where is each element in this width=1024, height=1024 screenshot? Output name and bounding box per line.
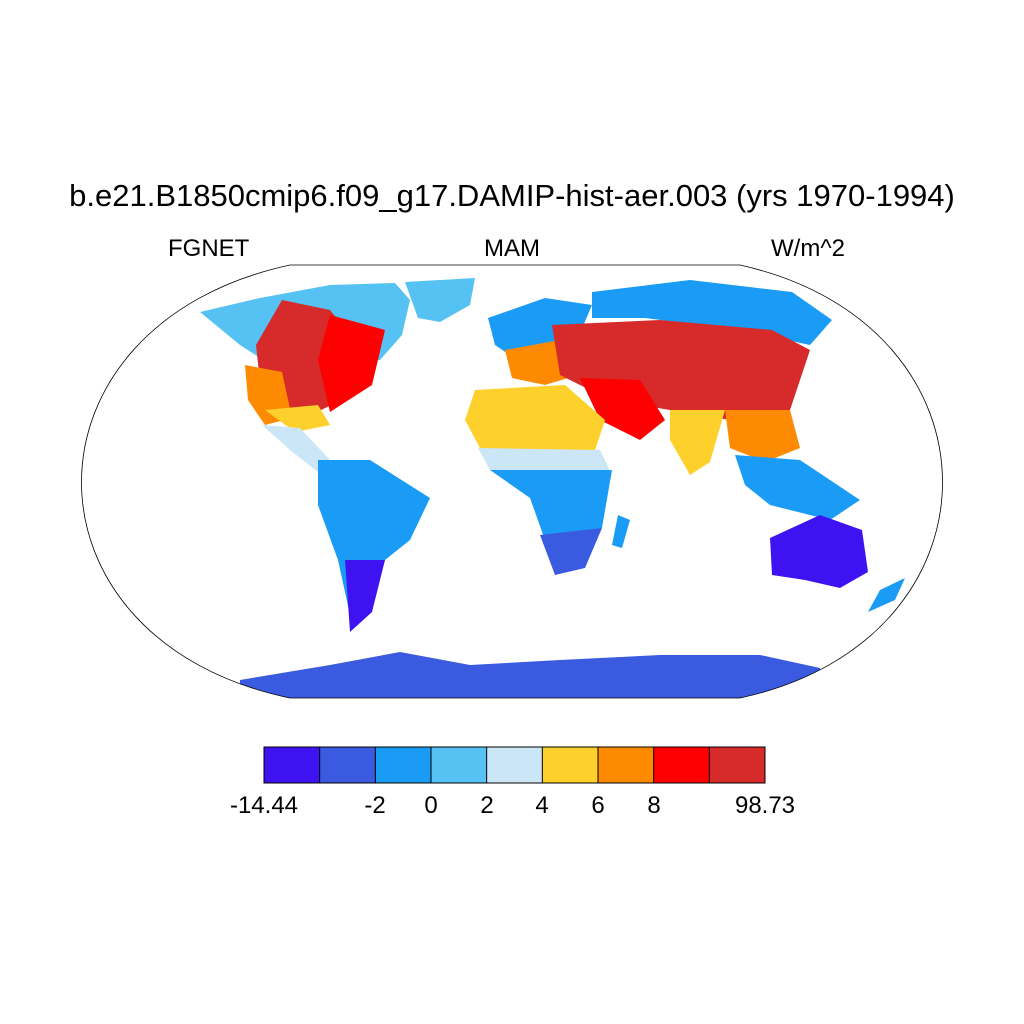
colorbar-label-max: 98.73 [734, 792, 796, 819]
colorbar [263, 746, 766, 784]
region-mexico [262, 425, 330, 472]
colorbar-label-4: 4 [535, 792, 549, 819]
season-label: MAM [484, 235, 540, 262]
plot-title: b.e21.B1850cmip6.f09_g17.DAMIP-hist-aer.… [69, 178, 955, 213]
globe-outline [81, 264, 943, 699]
colorbar-bin-1 [264, 747, 320, 783]
region-asia-core [552, 320, 810, 420]
colorbar-bin-9 [709, 747, 765, 783]
map-field [200, 278, 905, 698]
colorbar-bin-4 [431, 747, 487, 783]
colorbar-bin-2 [319, 747, 376, 783]
region-central-africa [490, 470, 612, 550]
region-middle-east [580, 378, 665, 440]
colorbar-label-2: 2 [480, 792, 494, 819]
colorbar-label-neg2: -2 [364, 792, 386, 819]
variable-label: FGNET [168, 235, 250, 262]
region-new-zealand [868, 578, 905, 612]
colorbar-bin-8 [653, 747, 710, 783]
colorbar-bin-5 [486, 747, 543, 783]
region-siberia [592, 280, 832, 345]
colorbar-label-min: -14.44 [229, 792, 299, 819]
colorbar-label-8: 8 [647, 792, 661, 819]
colorbar-bin-7 [598, 747, 654, 783]
units-label: W/m^2 [771, 235, 845, 262]
region-patagonia [345, 560, 385, 632]
colorbar-frame [263, 746, 766, 784]
region-antarctica [240, 652, 820, 698]
region-gulf [265, 405, 330, 432]
region-greenland [405, 278, 475, 322]
colorbar-bin-6 [542, 747, 598, 783]
region-india [670, 410, 725, 475]
colorbar-label-6: 6 [591, 792, 605, 819]
region-south-africa [540, 528, 602, 575]
region-us-east [318, 315, 385, 412]
region-australia [770, 515, 868, 588]
region-sahara [465, 385, 605, 456]
region-madagascar [612, 515, 630, 548]
region-se-asia [735, 455, 860, 520]
colorbar-bin-3 [375, 747, 431, 783]
region-east-asia [725, 410, 800, 462]
colorbar-label-0: 0 [424, 792, 438, 819]
region-south-america [318, 460, 430, 615]
